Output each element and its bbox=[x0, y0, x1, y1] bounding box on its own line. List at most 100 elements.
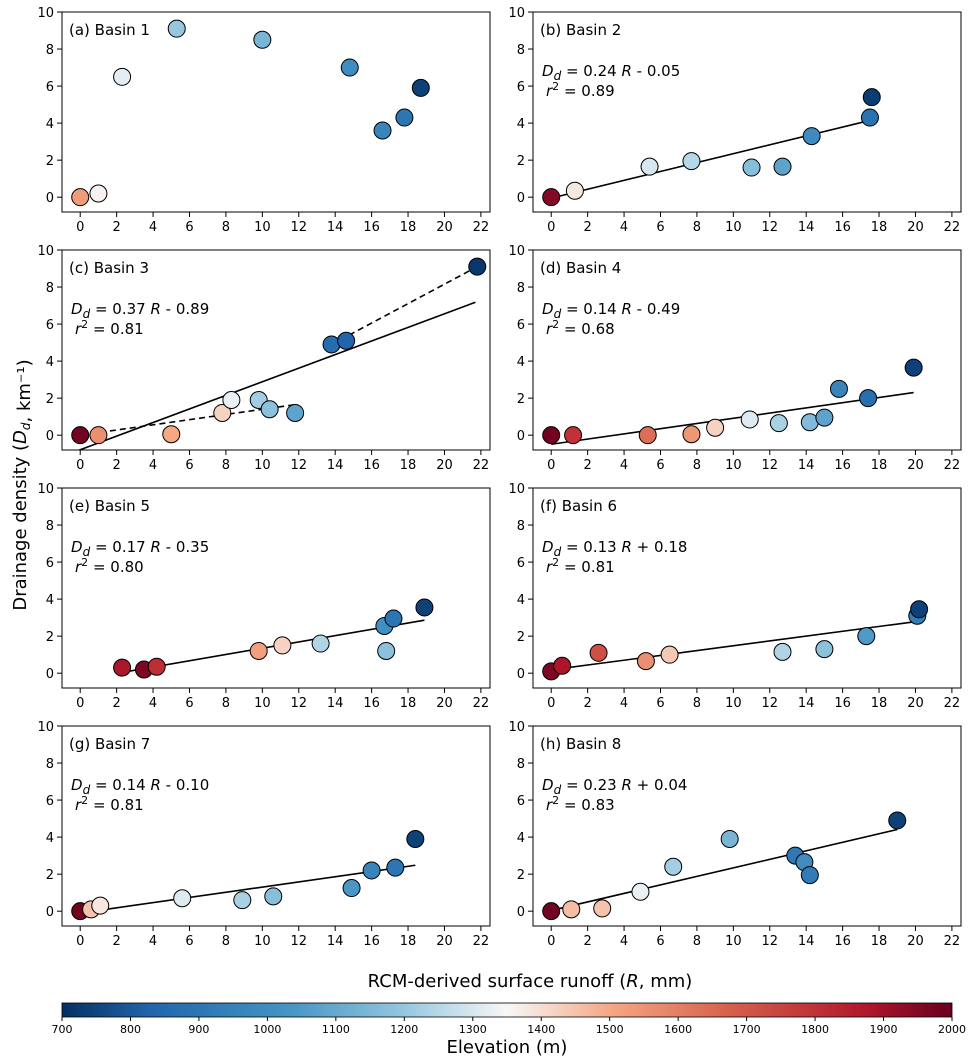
y-tick-label: 10 bbox=[508, 244, 525, 259]
data-point bbox=[593, 899, 612, 918]
data-point bbox=[264, 887, 283, 906]
x-tick-label: 6 bbox=[656, 696, 664, 711]
regression-equation: Dd = 0.17 R - 0.35 bbox=[71, 538, 209, 559]
x-tick-label: 22 bbox=[473, 458, 490, 473]
plot-frame bbox=[532, 11, 962, 213]
x-tick-label: 14 bbox=[798, 220, 815, 235]
x-tick-label: 14 bbox=[327, 220, 344, 235]
data-point bbox=[802, 127, 821, 146]
r-squared: r2 = 0.83 bbox=[546, 794, 615, 814]
x-tick-label: 22 bbox=[473, 696, 490, 711]
y-tick-label: 8 bbox=[517, 281, 525, 296]
y-axis-label: Drainage density (Dd, km⁻¹) bbox=[10, 359, 35, 610]
x-tick-label: 4 bbox=[149, 696, 157, 711]
panel-g: 0 2 4 6 8 10 12 14 16 18 20 22 0 2 4 6 8 10 (g) Basin 7 Dd … bbox=[37, 720, 491, 949]
data-point bbox=[71, 426, 90, 445]
panel-c: 0 2 4 6 8 10 12 14 16 18 20 22 0 2 4 6 8 10 (c) Basin 3 Dd … bbox=[37, 244, 491, 473]
x-tick-label: 10 bbox=[254, 220, 271, 235]
x-tick-label: 10 bbox=[254, 458, 271, 473]
data-point bbox=[377, 641, 396, 660]
x-tick-label: 16 bbox=[834, 934, 851, 949]
x-tick-label: 6 bbox=[656, 458, 664, 473]
data-point bbox=[910, 600, 929, 619]
x-tick-label: 10 bbox=[254, 696, 271, 711]
plot-frame bbox=[532, 487, 962, 689]
data-point bbox=[233, 891, 252, 910]
x-tick-label: 22 bbox=[944, 458, 961, 473]
data-point bbox=[260, 400, 279, 419]
data-point bbox=[638, 426, 657, 445]
x-tick-label: 2 bbox=[583, 220, 591, 235]
x-tick-label: 12 bbox=[761, 220, 778, 235]
x-tick-label: 0 bbox=[76, 458, 84, 473]
x-tick-label: 0 bbox=[547, 220, 555, 235]
x-tick-label: 20 bbox=[907, 934, 924, 949]
x-tick-label: 8 bbox=[693, 458, 701, 473]
regression-line bbox=[80, 864, 416, 914]
y-tick-label: 2 bbox=[517, 868, 525, 883]
data-point bbox=[395, 108, 414, 127]
colorbar-ticks: 700 800 900 1000 1100 1200 1300 1400 1500 1600 170… bbox=[52, 1017, 966, 1036]
x-tick-label: 4 bbox=[149, 458, 157, 473]
colorbar-gradient bbox=[61, 1002, 953, 1018]
data-point bbox=[636, 652, 655, 671]
panel-h: 0 2 4 6 8 10 12 14 16 18 20 22 0 2 4 6 8 10 (h) Basin 8 Dd … bbox=[508, 720, 962, 949]
data-point bbox=[720, 829, 739, 848]
x-tick-label: 12 bbox=[290, 458, 307, 473]
data-point bbox=[706, 418, 725, 437]
x-tick-label: 18 bbox=[871, 934, 888, 949]
data-point bbox=[660, 645, 679, 664]
data-point bbox=[682, 425, 701, 444]
regression-equation: Dd = 0.14 R - 0.49 bbox=[542, 300, 680, 321]
y-tick-label: 0 bbox=[46, 191, 54, 206]
data-point bbox=[249, 641, 268, 660]
y-tick-label: 4 bbox=[517, 831, 525, 846]
data-point bbox=[888, 811, 907, 830]
data-point bbox=[113, 658, 132, 677]
colorbar-tick-label: 2000 bbox=[938, 1023, 966, 1036]
x-tick-label: 16 bbox=[363, 220, 380, 235]
x-tick-label: 8 bbox=[222, 220, 230, 235]
data-point bbox=[89, 184, 108, 203]
r-squared: r2 = 0.80 bbox=[75, 556, 144, 576]
y-tick-label: 10 bbox=[508, 482, 525, 497]
y-tick-label: 6 bbox=[517, 80, 525, 95]
panel-label: (g) Basin 7 bbox=[69, 735, 150, 753]
x-tick-label: 2 bbox=[112, 696, 120, 711]
y-tick-label: 4 bbox=[46, 831, 54, 846]
panel-label: (d) Basin 4 bbox=[540, 259, 621, 277]
x-tick-label: 6 bbox=[656, 934, 664, 949]
x-tick-label: 20 bbox=[436, 934, 453, 949]
data-point bbox=[769, 414, 788, 433]
colorbar-tick-label: 1100 bbox=[322, 1023, 350, 1036]
x-tick-label: 18 bbox=[871, 220, 888, 235]
y-tick-label: 2 bbox=[517, 392, 525, 407]
colorbar-tick-label: 1300 bbox=[459, 1023, 487, 1036]
panel-d: 0 2 4 6 8 10 12 14 16 18 20 22 0 2 4 6 8 10 (d) Basin 4 Dd … bbox=[508, 244, 962, 473]
plot-frame bbox=[61, 249, 491, 451]
x-tick-label: 14 bbox=[798, 934, 815, 949]
x-tick-label: 10 bbox=[254, 934, 271, 949]
x-tick-label: 0 bbox=[76, 696, 84, 711]
x-tick-label: 0 bbox=[547, 934, 555, 949]
data-point bbox=[800, 866, 819, 885]
x-tick-label: 22 bbox=[944, 220, 961, 235]
data-point bbox=[564, 426, 583, 445]
x-tick-label: 18 bbox=[400, 220, 417, 235]
x-tick-label: 16 bbox=[834, 220, 851, 235]
regression-equation: Dd = 0.24 R - 0.05 bbox=[542, 62, 680, 83]
x-tick-label: 20 bbox=[436, 458, 453, 473]
data-point bbox=[362, 861, 381, 880]
data-point bbox=[664, 857, 683, 876]
y-tick-label: 0 bbox=[46, 429, 54, 444]
panel-e: 0 2 4 6 8 10 12 14 16 18 20 22 0 2 4 6 8 10 (e) Basin 5 Dd … bbox=[37, 482, 491, 711]
y-tick-label: 8 bbox=[517, 519, 525, 534]
data-point bbox=[222, 391, 241, 409]
colorbar-label: Elevation (m) bbox=[447, 1037, 568, 1058]
x-tick-label: 16 bbox=[363, 458, 380, 473]
data-point bbox=[640, 157, 659, 176]
x-tick-label: 20 bbox=[907, 220, 924, 235]
data-point bbox=[553, 656, 572, 675]
data-point bbox=[773, 642, 792, 661]
data-point bbox=[589, 643, 608, 662]
